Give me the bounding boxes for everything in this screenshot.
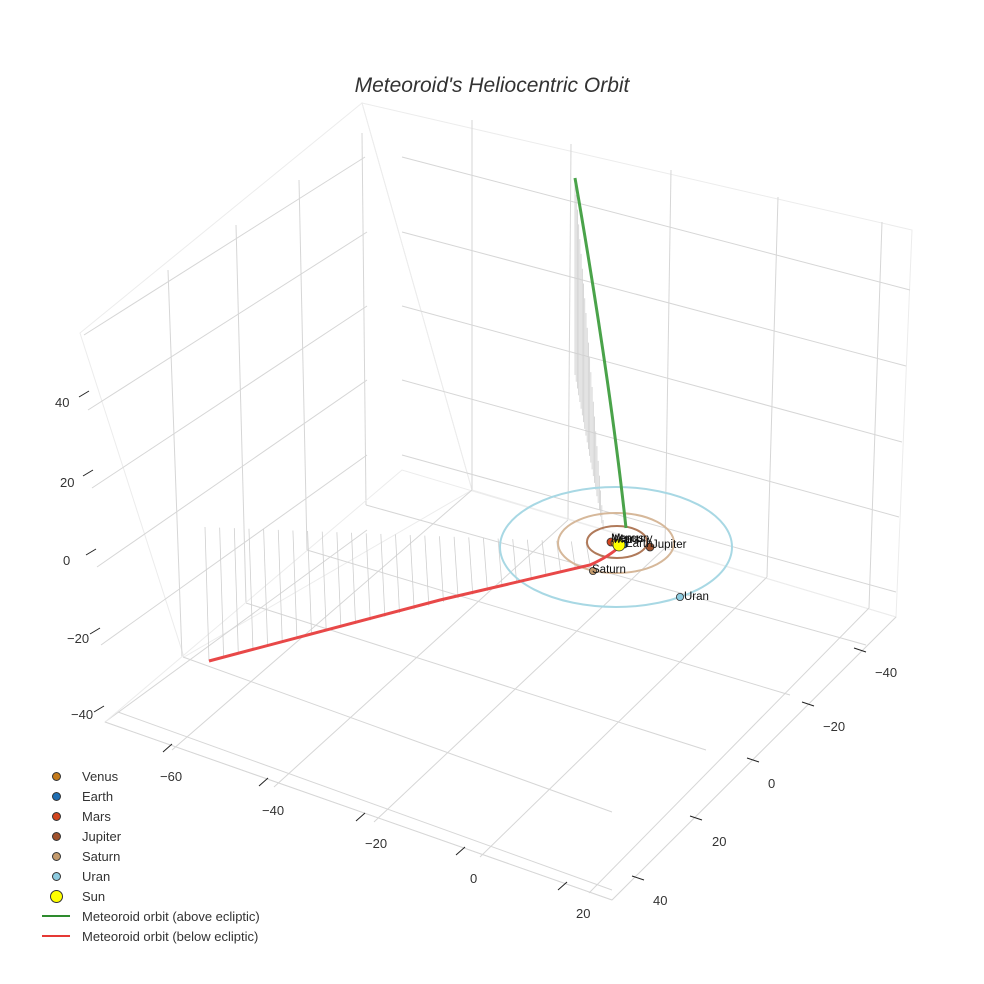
dropline [248,528,254,650]
z-tick-label: −20 [67,631,89,646]
legend-item[interactable]: Meteoroid orbit (below ecliptic) [38,926,260,946]
planet-jupiter [645,542,655,552]
planet-label: Venus [612,533,644,545]
dropline [263,529,269,647]
dropline [395,534,400,614]
x-tick-label: −20 [365,836,387,851]
dropline [541,540,547,577]
dropline [512,539,518,584]
dropline [468,537,474,595]
planets [589,537,685,602]
y-tick-label: 20 [712,834,726,849]
dropline [219,527,225,658]
legend-item[interactable]: Uran [38,866,260,886]
meteoroid-orbit-below [208,544,622,663]
dropline [204,526,210,662]
dropline [307,531,312,636]
planet-label: Mars [614,534,640,546]
legend-label: Meteoroid orbit (above ecliptic) [82,908,260,924]
dropline [526,539,532,580]
dropline [336,532,342,628]
dropline [439,536,444,602]
planet-label: Jupiter [652,539,687,551]
marker-circle-icon [38,866,74,886]
legend-label: Earth [82,788,114,804]
z-tick-label: −40 [71,707,93,722]
planet-orbits [499,486,733,608]
dropline [321,531,327,632]
dropline [483,537,488,591]
marker-circle-icon [38,766,74,786]
legend: Venus Earth Mars Jupiter Saturn Uran Sun Meteor… [38,766,260,946]
legend-label: Saturn [82,848,121,864]
dropline [424,535,430,606]
z-axis-ticks [78,390,105,713]
x-tick-label: 20 [576,906,590,921]
legend-item[interactable]: Jupiter [38,826,260,846]
z-tick-label: 20 [60,475,74,490]
wall-left [79,102,473,723]
dropline [351,532,356,625]
legend-label: Uran [82,868,111,884]
line-swatch-icon [38,926,74,946]
dropline [277,529,283,643]
marker-circle-icon [38,846,74,866]
x-tick-label: −40 [262,803,284,818]
x-axis-ticks [162,743,568,891]
dropline-group-below [204,526,591,662]
legend-label: Venus [82,768,119,784]
floor [104,469,897,901]
planet-label: Saturn [592,564,626,576]
line-swatch-icon [38,906,74,926]
legend-label: Mars [82,808,111,824]
legend-item[interactable]: Meteoroid orbit (above ecliptic) [38,906,260,926]
planet-label: Mercury [611,533,653,545]
marker-circle-icon [38,826,74,846]
orbit-uran [499,486,733,608]
dropline [365,533,371,621]
planet-label: Earth [625,538,653,550]
legend-item[interactable]: Earth [38,786,260,806]
dropline [585,541,591,566]
dropline [497,538,503,588]
dropline [453,536,459,599]
y-tick-label: 0 [768,776,775,791]
legend-item[interactable]: Mars [38,806,260,826]
planet-label: Uran [684,591,709,603]
orbit-saturn [557,512,675,574]
dropline-group-above [574,180,604,530]
x-tick-label: 0 [470,871,477,886]
dropline [233,528,239,654]
dropline [380,533,386,617]
legend-item[interactable]: Saturn [38,846,260,866]
orbit-jupiter [586,525,648,559]
legend-item[interactable]: Venus [38,766,260,786]
planet-uran [676,593,685,602]
z-tick-label: 40 [55,395,69,410]
y-tick-label: 40 [653,893,667,908]
legend-label: Jupiter [82,828,122,844]
y-tick-label: −40 [875,665,897,680]
meteoroid-orbit-above [573,177,628,529]
x-tick-label: −60 [160,769,182,784]
marker-circle-icon [38,806,74,826]
marker-circle-icon [38,886,74,906]
legend-item[interactable]: Sun [38,886,260,906]
dropline [292,530,298,639]
legend-label: Meteoroid orbit (below ecliptic) [82,928,259,944]
planet-saturn [589,567,598,576]
tick-labels: −60 −40 −20 0 20 −40 −20 0 20 40 40 20 0 −20 −40 [55,395,897,921]
chart-title: Meteoroid's Heliocentric Orbit [354,74,630,97]
y-axis-ticks [631,647,867,881]
y-tick-label: −20 [823,719,845,734]
z-tick-label: 0 [63,553,70,568]
marker-circle-icon [38,786,74,806]
planet-sun [612,538,626,552]
dropline [409,535,415,610]
legend-label: Sun [82,888,106,904]
